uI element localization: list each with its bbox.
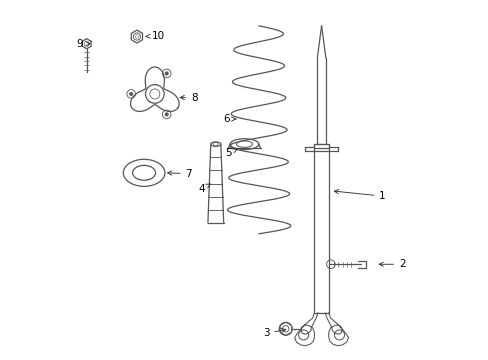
Text: 7: 7 [167, 168, 192, 179]
Text: 9: 9 [76, 39, 90, 49]
Text: 1: 1 [334, 189, 385, 201]
Text: 5: 5 [224, 148, 237, 158]
Circle shape [164, 72, 168, 75]
Text: 4: 4 [198, 184, 210, 194]
Text: 3: 3 [262, 328, 285, 338]
Circle shape [129, 92, 133, 96]
Text: 6: 6 [223, 114, 235, 124]
Text: 2: 2 [378, 259, 405, 269]
Text: 8: 8 [180, 93, 197, 103]
Text: 10: 10 [145, 31, 164, 41]
Circle shape [164, 113, 168, 116]
